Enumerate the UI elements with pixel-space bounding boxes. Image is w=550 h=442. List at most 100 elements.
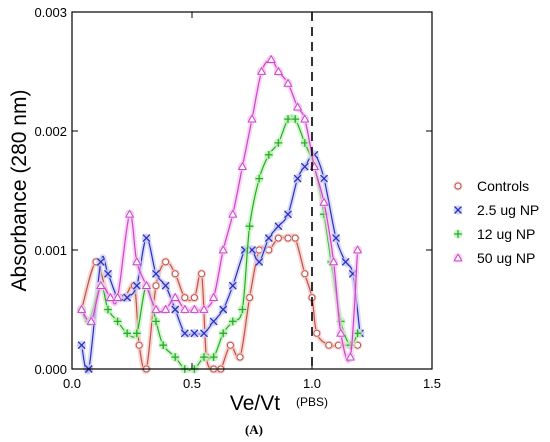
series-50-ug-np-point <box>151 304 161 315</box>
series-2-5-ug-np-point <box>151 269 161 279</box>
series-2-5-ug-np-point <box>273 221 283 231</box>
series-50-ug-np-point <box>228 209 238 219</box>
series-controls-point <box>273 233 283 243</box>
series-50-ug-np <box>76 54 363 364</box>
x-tick-label: 0.5 <box>183 376 201 391</box>
y-tick-label: 0.003 <box>34 5 67 20</box>
figure-caption: (A) <box>245 422 263 437</box>
series-2-5-ug-np-point <box>199 328 209 338</box>
series-layer <box>76 54 365 375</box>
series-controls <box>77 233 363 374</box>
series-50-ug-np-point <box>208 292 219 303</box>
series-50-ug-np-point <box>132 257 142 267</box>
legend-item-12-ug-np: 12 ug NP <box>453 226 535 242</box>
legend-item-2-5-ug-np: 2.5 ug NP <box>453 202 539 218</box>
series-controls-point <box>312 328 322 338</box>
series-2-5-ug-np-point <box>161 281 171 291</box>
y-tick-label: 0.001 <box>34 243 67 258</box>
series-12-ug-np-point <box>254 174 264 184</box>
series-controls-point <box>235 352 245 362</box>
series-12-ug-np-point <box>151 316 161 326</box>
series-2-5-ug-np-point <box>218 304 228 315</box>
series-12-ug-np-point <box>290 114 300 124</box>
series-2-5-ug-np-point <box>180 328 190 338</box>
series-controls-point <box>189 293 199 303</box>
series-50-ug-np-point <box>328 257 339 267</box>
series-2-5-ug-np-point <box>319 174 329 184</box>
series-50-ug-np-point <box>96 280 106 291</box>
series-2-5-ug-np-point <box>283 209 293 219</box>
series-12-ug-np-point <box>158 340 168 350</box>
series-50-ug-np-point <box>218 245 228 255</box>
tick-layer: 0.0 0.5 1.0 1.5 0.000 0.001 0.002 0.003 <box>34 5 441 391</box>
series-50-ug-np-point <box>160 304 171 315</box>
pbs-annotation: (PBS) <box>296 395 328 409</box>
series-2-5-ug-np-point <box>293 174 303 184</box>
series-50-ug-np-point <box>345 352 356 362</box>
series-12-ug-np-point <box>209 352 219 362</box>
x-tick-label: 1.5 <box>423 376 441 391</box>
legend-marker-2-5-ug-np <box>453 205 463 215</box>
series-2-5-ug-np-point <box>141 233 151 243</box>
series-2-5-ug-np-point <box>254 257 264 267</box>
series-controls-point <box>290 233 300 243</box>
series-50-ug-np-point <box>256 66 267 77</box>
series-2-5-ug-np-point <box>189 328 199 338</box>
x-tick-label: 1.0 <box>303 376 321 391</box>
series-2-5-ug-np-point <box>96 257 106 267</box>
series-controls-point <box>283 233 293 243</box>
series-12-ug-np-point <box>283 114 293 124</box>
legend-marker-controls <box>453 181 463 191</box>
series-50-ug-np-point <box>124 209 135 219</box>
series-50-ug-np-point <box>237 161 248 172</box>
series-12-ug-np-point <box>103 304 113 315</box>
series-50-ug-np-point <box>86 316 96 326</box>
series-50-ug-np-point <box>199 304 209 315</box>
series-2-5-ug-np-point <box>77 340 87 350</box>
series-50-ug-np-point <box>352 245 363 255</box>
series-12-ug-np-point <box>170 352 180 362</box>
series-controls-point <box>300 269 310 279</box>
series-12-ug-np-point <box>273 138 283 148</box>
series-controls-point <box>225 340 235 350</box>
series-controls-point <box>151 281 161 291</box>
series-controls-point <box>170 269 180 279</box>
series-50-ug-np-point <box>266 54 276 65</box>
series-controls-point <box>324 340 334 350</box>
series-50-ug-np-point <box>273 66 284 77</box>
series-2-5-ug-np-point <box>209 316 219 326</box>
legend-item-50-ug-np: 50 ug NP <box>453 250 535 266</box>
legend: Controls 2.5 ug NP 12 ug NP 50 ug NP <box>453 178 539 266</box>
series-50-ug-np-point <box>189 304 200 315</box>
series-50-ug-np-point <box>141 280 152 291</box>
series-12-ug-np-point <box>237 304 247 315</box>
series-2-5-ug-np-point <box>264 233 274 243</box>
series-12-ug-np-point <box>122 328 132 338</box>
series-2-5-ug-np-point <box>170 304 180 315</box>
series-controls-point <box>180 293 190 303</box>
series-2-5-ug-np-point <box>341 257 351 267</box>
legend-marker-50-ug-np <box>453 253 463 263</box>
series-12-ug-np-point <box>264 150 274 160</box>
series-50-ug-np-point <box>170 292 180 303</box>
series-50-ug-np-point <box>105 292 116 303</box>
series-2-5-ug-np-point <box>228 281 238 291</box>
series-2-5-ug-np-point <box>300 162 310 172</box>
x-tick-label: 0.0 <box>63 376 81 391</box>
series-12-ug-np-point <box>218 328 228 338</box>
legend-label-controls: Controls <box>477 178 529 194</box>
legend-item-controls: Controls <box>453 178 529 194</box>
series-50-ug-np-point <box>336 328 346 338</box>
series-controls-point <box>197 269 207 279</box>
series-controls-point <box>134 340 144 350</box>
series-12-ug-np-point <box>113 316 123 326</box>
series-12-ug-np-point <box>199 352 209 362</box>
series-50-ug-np-point <box>300 114 310 124</box>
series-2-5-ug-np-point <box>103 269 113 279</box>
series-50-ug-np-point <box>112 292 123 303</box>
series-12-ug-np-point <box>245 221 255 231</box>
series-2-5-ug-np-point <box>132 281 142 291</box>
y-tick-label: 0.000 <box>34 362 67 377</box>
series-controls-point <box>161 257 171 267</box>
